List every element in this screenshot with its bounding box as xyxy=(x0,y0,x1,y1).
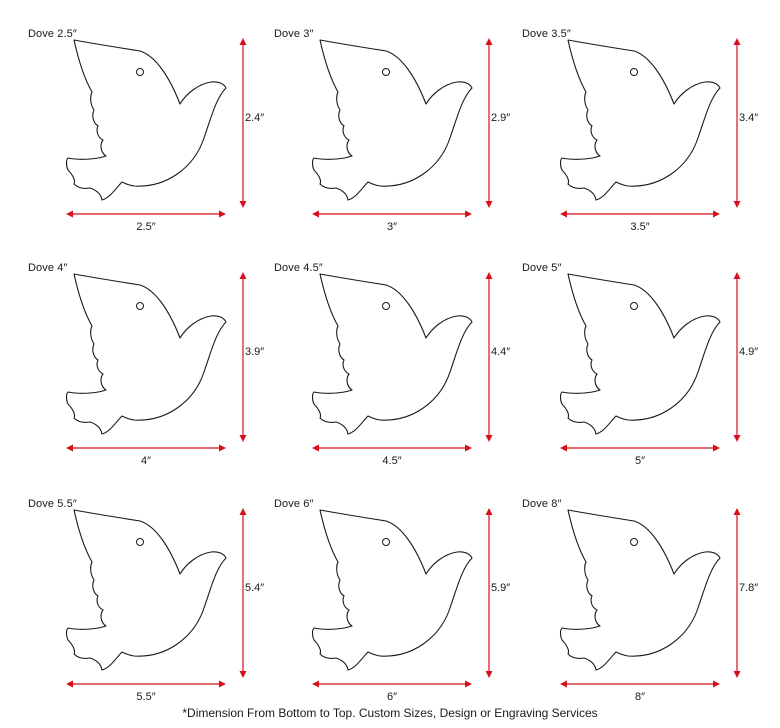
dove-cell: Dove 3.5″ 3.4″ 3.5″ xyxy=(494,0,759,233)
dove-cell: Dove 4″ 3.9″ 4″ xyxy=(0,234,265,467)
width-label: 5″ xyxy=(634,455,645,467)
dove-cell: Dove 2.5″ 2.4″ 2.5″ xyxy=(0,0,265,233)
dove-cell: Dove 4.5″ 4.4″ 4.5″ xyxy=(246,234,511,467)
width-label: 5.5″ xyxy=(136,691,156,703)
width-dimension-arrow xyxy=(559,443,721,453)
width-label: 8″ xyxy=(634,691,645,703)
height-label: 4.4″ xyxy=(491,345,511,359)
dove-size-title: Dove 3″ xyxy=(274,28,314,40)
width-dimension-arrow xyxy=(311,209,473,219)
dove-size-title: Dove 4.5″ xyxy=(274,262,323,274)
width-dimension-arrow xyxy=(559,209,721,219)
dove-outline-shape xyxy=(311,273,473,435)
dove-size-title: Dove 4″ xyxy=(28,262,68,274)
height-label: 3.9″ xyxy=(245,345,265,359)
height-label: 4.9″ xyxy=(739,345,759,359)
dove-cell: Dove 8″ 7.8″ 8″ xyxy=(494,470,759,703)
width-label: 3″ xyxy=(386,221,397,233)
width-label: 2.5″ xyxy=(136,221,156,233)
dove-size-title: Dove 8″ xyxy=(522,498,562,510)
dimension-footnote: *Dimension From Bottom to Top. Custom Si… xyxy=(182,706,598,720)
height-label: 7.8″ xyxy=(739,581,759,595)
width-dimension-arrow xyxy=(65,679,227,689)
width-dimension-arrow xyxy=(311,679,473,689)
width-dimension-arrow xyxy=(65,209,227,219)
dove-cell: Dove 6″ 5.9″ 6″ xyxy=(246,470,511,703)
dove-outline-shape xyxy=(559,273,721,435)
dove-size-title: Dove 6″ xyxy=(274,498,314,510)
width-dimension-arrow xyxy=(559,679,721,689)
width-label: 4.5″ xyxy=(382,455,402,467)
dove-size-title: Dove 5″ xyxy=(522,262,562,274)
dove-cell: Dove 5″ 4.9″ 5″ xyxy=(494,234,759,467)
dove-outline-shape xyxy=(65,273,227,435)
dove-size-title: Dove 5.5″ xyxy=(28,498,77,510)
dove-outline-shape xyxy=(559,39,721,201)
height-label: 2.4″ xyxy=(245,111,265,125)
dove-outline-shape xyxy=(559,509,721,671)
height-label: 2.9″ xyxy=(491,111,511,125)
width-dimension-arrow xyxy=(65,443,227,453)
width-dimension-arrow xyxy=(311,443,473,453)
dove-outline-shape xyxy=(311,39,473,201)
width-label: 6″ xyxy=(386,691,397,703)
dove-size-title: Dove 2.5″ xyxy=(28,28,77,40)
width-label: 3.5″ xyxy=(630,221,650,233)
height-label: 3.4″ xyxy=(739,111,759,125)
dove-outline-shape xyxy=(311,509,473,671)
height-label: 5.9″ xyxy=(491,581,511,595)
dove-size-title: Dove 3.5″ xyxy=(522,28,571,40)
dove-outline-shape xyxy=(65,509,227,671)
dove-cell: Dove 3″ 2.9″ 3″ xyxy=(246,0,511,233)
width-label: 4″ xyxy=(140,455,151,467)
height-label: 5.4″ xyxy=(245,581,265,595)
dove-cell: Dove 5.5″ 5.4″ 5.5″ xyxy=(0,470,265,703)
dove-outline-shape xyxy=(65,39,227,201)
